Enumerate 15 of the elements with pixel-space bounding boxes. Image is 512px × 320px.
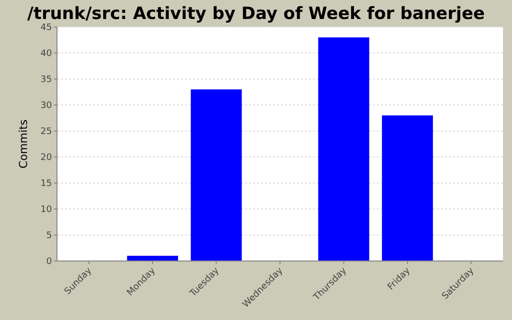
y-tick-label: 15: [40, 178, 52, 189]
y-tick-label: 35: [40, 74, 52, 85]
y-tick-label: 20: [40, 152, 52, 163]
y-axis-title: Commits: [17, 119, 30, 168]
y-tick-label: 10: [40, 204, 52, 215]
y-tick-label: 30: [40, 100, 52, 111]
y-tick-label: 5: [46, 230, 52, 241]
y-tick-label: 25: [40, 126, 52, 137]
chart-title: /trunk/src: Activity by Day of Week for banerjee: [27, 4, 485, 24]
y-tick-label: 45: [40, 22, 52, 33]
y-tick-label: 0: [46, 256, 52, 267]
bar: [190, 89, 242, 261]
y-tick-label: 40: [40, 48, 52, 59]
bar: [318, 37, 370, 261]
bar: [382, 115, 433, 261]
